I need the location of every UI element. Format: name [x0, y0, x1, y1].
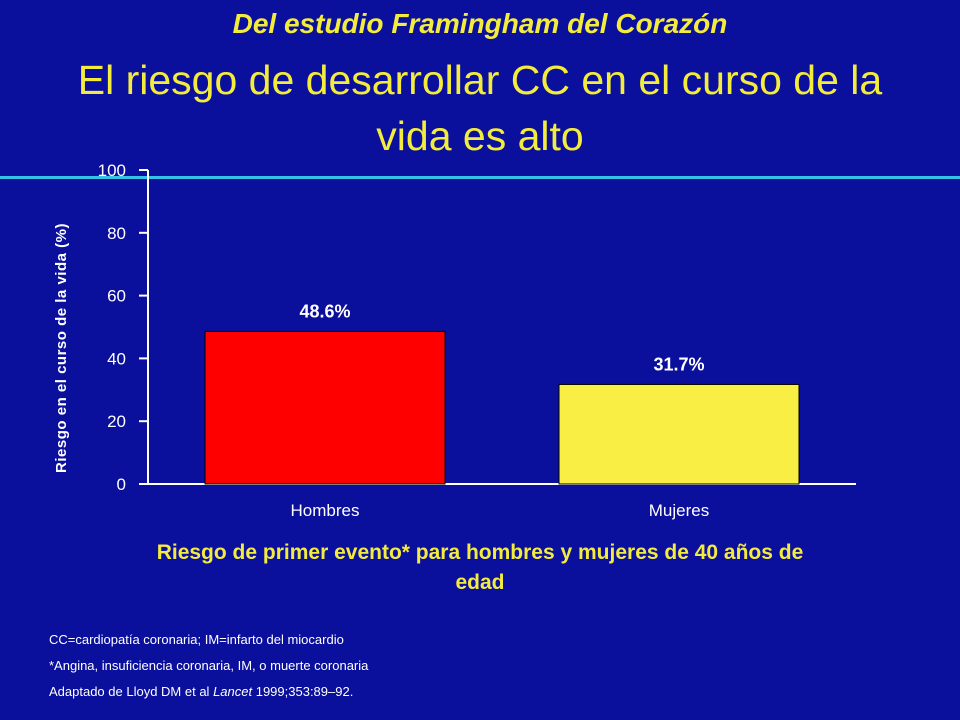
slide-title: El riesgo de desarrollar CC en el curso … [77, 57, 883, 159]
footnote-abbreviations: CC=cardiopatía coronaria; IM=infarto del… [49, 632, 344, 647]
y-tick-label: 100 [98, 161, 126, 180]
bar-hombres [204, 330, 446, 485]
x-tick-label: Mujeres [649, 501, 709, 520]
slide-subtitle: Del estudio Framingham del Corazón [232, 8, 728, 39]
y-axis-title: Riesgo en el curso de la vida (%) [53, 223, 70, 473]
y-tick-label: 60 [107, 287, 126, 306]
y-tick-label: 0 [117, 475, 126, 494]
footnote-event-definition: *Angina, insuficiencia coronaria, IM, o … [49, 658, 369, 673]
reference-journal: Lancet [213, 684, 253, 699]
reference-suffix: 1999;353:89–92. [252, 684, 354, 699]
title-divider [0, 176, 960, 179]
y-tick-label: 40 [107, 349, 126, 368]
footnotes: CC=cardiopatía coronaria; IM=infarto del… [49, 627, 368, 705]
x-tick-label: Hombres [291, 501, 360, 520]
chart-caption: Riesgo de primer evento* para hombres y … [156, 541, 804, 594]
data-label: 48.6% [299, 301, 350, 321]
reference-prefix: Adaptado de Lloyd DM et al [49, 684, 214, 699]
footnote-reference: Adaptado de Lloyd DM et al Lancet 1999;3… [49, 679, 368, 705]
data-label: 31.7% [653, 354, 704, 374]
y-tick-label: 80 [107, 224, 126, 243]
bar-mujeres [558, 383, 800, 485]
y-tick-label: 20 [107, 412, 126, 431]
